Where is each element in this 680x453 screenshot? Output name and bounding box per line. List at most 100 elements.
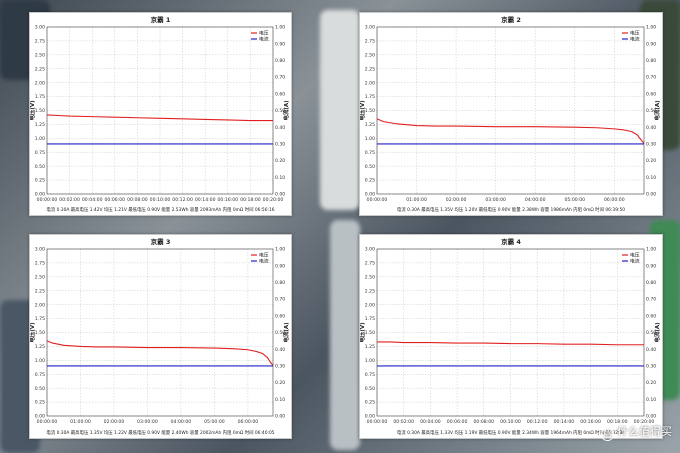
plot-frame <box>376 26 645 195</box>
x-tick: 00:14:00 <box>554 419 575 425</box>
y-tick-right: 0.40 <box>275 125 285 131</box>
y-tick-left: 1.25 <box>35 344 45 350</box>
y-tick-left: 1.75 <box>365 94 375 100</box>
x-tick: 00:18:00 <box>607 419 628 425</box>
summary-text: 电流 0.30A 最高电压 1.35V 均压 1.20V 最低电压 0.90V … <box>397 206 625 213</box>
watermark-logo-icon: 值 <box>601 428 614 441</box>
y-tick-left: 3.00 <box>365 25 375 31</box>
legend-label: 电压 <box>259 30 269 37</box>
chart-title: 京霸 4 <box>501 237 521 246</box>
y-tick-right: 0.40 <box>275 347 285 353</box>
y-tick-left: 2.25 <box>365 66 375 72</box>
x-tick: 00:02:00 <box>393 419 414 425</box>
chart-title: 京霸 1 <box>151 15 171 24</box>
y-tick-left: 1.75 <box>35 316 45 322</box>
y-tick-right: 0.80 <box>275 58 285 64</box>
y-tick-right: 1.00 <box>646 247 656 253</box>
chart-title: 京霸 2 <box>501 15 521 24</box>
legend-label: 电压 <box>630 30 640 37</box>
x-tick: 04:00:00 <box>525 197 546 203</box>
x-tick: 00:08:00 <box>127 197 148 203</box>
x-tick: 06:00:00 <box>604 197 625 203</box>
y-tick-right: 0.60 <box>275 313 285 319</box>
y-tick-left: 0.50 <box>35 386 45 392</box>
y-tick-right: 0.00 <box>646 192 656 198</box>
plot-frame <box>46 26 274 195</box>
y-tick-left: 1.25 <box>35 122 45 128</box>
y-tick-left: 2.50 <box>365 274 375 280</box>
x-tick: 00:00:00 <box>367 419 388 425</box>
summary-text: 电流 0.30A 最高电压 1.35V 均压 1.22V 最低电压 0.90V … <box>46 429 274 436</box>
chart-svg-1: 京霸 1 0.00 0.25 0.50 0.75 1.00 1.25 1.50 1.75 2.00… <box>30 15 290 213</box>
y-tick-right: 0.80 <box>646 280 656 286</box>
y-tick-right: 0.80 <box>646 58 656 64</box>
y-tick-left: 2.50 <box>365 52 375 58</box>
y-tick-left: 1.50 <box>365 108 375 114</box>
y-tick-left: 2.25 <box>35 288 45 294</box>
x-tick: 00:12:00 <box>172 197 193 203</box>
series-line-voltage <box>46 340 274 366</box>
y-tick-right: 0.10 <box>646 397 656 403</box>
x-tick: 00:04:00 <box>420 419 441 425</box>
y-tick-left: 0.25 <box>35 178 45 184</box>
y-tick-left: 0.00 <box>365 192 375 198</box>
y-tick-left: 2.75 <box>35 261 45 267</box>
y-tick-left: 0.50 <box>35 164 45 170</box>
y-axis-label-right: 电流(A) <box>653 100 661 121</box>
x-tick: 03:00:00 <box>485 197 506 203</box>
y-tick-right: 0.90 <box>275 41 285 47</box>
series-line-voltage <box>376 118 645 144</box>
y-tick-right: 0.00 <box>275 414 285 420</box>
y-tick-left: 1.25 <box>365 122 375 128</box>
y-tick-left: 0.50 <box>365 386 375 392</box>
x-tick: 00:20:00 <box>634 419 655 425</box>
y-tick-right: 0.90 <box>646 41 656 47</box>
x-tick: 02:00:00 <box>446 197 467 203</box>
y-axis-label-right: 电流(A) <box>282 322 290 343</box>
y-tick-left: 2.75 <box>35 39 45 45</box>
y-tick-left: 1.75 <box>365 316 375 322</box>
y-tick-left: 1.25 <box>365 344 375 350</box>
y-tick-right: 0.50 <box>646 330 656 336</box>
x-tick: 01:00:00 <box>70 419 91 425</box>
x-tick: 00:16:00 <box>580 419 601 425</box>
y-tick-right: 0.40 <box>646 125 656 131</box>
chart-panel-1: 京霸 1 0.00 0.25 0.50 0.75 1.00 1.25 1.50 1.75 2.00… <box>29 12 292 216</box>
chart-svg-3: 京霸 3 0.00 0.25 0.50 0.75 1.00 1.25 1.50 1.75 2.00… <box>30 237 290 436</box>
x-tick: 00:00:00 <box>367 197 388 203</box>
x-tick: 04:00:00 <box>171 419 192 425</box>
y-tick-left: 0.00 <box>35 414 45 420</box>
y-axis-label-left: 电压(V) <box>360 322 366 343</box>
y-tick-right: 0.90 <box>275 263 285 269</box>
watermark-text: 什么值得买 <box>617 425 672 438</box>
x-tick: 00:16:00 <box>217 197 238 203</box>
x-tick: 00:10:00 <box>500 419 521 425</box>
y-tick-left: 1.50 <box>35 108 45 114</box>
y-tick-right: 0.80 <box>275 280 285 286</box>
y-axis-label-left: 电压(V) <box>30 100 36 121</box>
x-tick: 00:18:00 <box>240 197 261 203</box>
y-tick-left: 1.50 <box>365 330 375 336</box>
x-tick: 00:20:00 <box>263 197 284 203</box>
y-tick-left: 2.50 <box>35 52 45 58</box>
chart-panel-2: 京霸 2 0.00 0.25 0.50 0.75 1.00 1.25 1.50 1.75 2.00… <box>359 12 663 216</box>
x-tick: 06:00:00 <box>238 419 259 425</box>
y-tick-left: 0.75 <box>365 150 375 156</box>
legend-label: 电压 <box>259 252 269 259</box>
y-tick-left: 0.75 <box>35 150 45 156</box>
x-tick: 05:00:00 <box>564 197 585 203</box>
x-tick: 00:00:00 <box>37 197 58 203</box>
y-tick-right: 0.50 <box>646 108 656 114</box>
chart-panel-4: 京霸 4 0.00 0.25 0.50 0.75 1.00 1.25 1.50 1.75 2.00… <box>359 234 663 439</box>
y-tick-left: 1.00 <box>35 136 45 142</box>
y-tick-right: 0.10 <box>275 175 285 181</box>
y-tick-right: 0.60 <box>275 91 285 97</box>
x-tick: 05:00:00 <box>204 419 225 425</box>
y-tick-right: 0.50 <box>275 330 285 336</box>
y-tick-right: 0.70 <box>646 75 656 81</box>
y-tick-right: 0.70 <box>275 297 285 303</box>
y-tick-right: 0.60 <box>646 91 656 97</box>
x-tick: 00:02:00 <box>59 197 80 203</box>
plot-frame <box>376 248 645 417</box>
y-tick-left: 0.00 <box>365 414 375 420</box>
